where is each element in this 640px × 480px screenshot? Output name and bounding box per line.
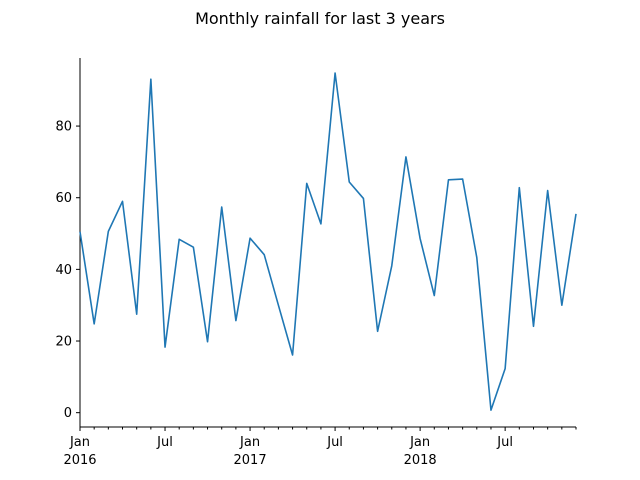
x-tick-year-label: 2018 <box>404 453 437 468</box>
y-tick-label: 20 <box>55 335 72 350</box>
x-tick-label: Jul <box>156 435 173 450</box>
y-axis-ticks: 0 20 40 60 80 <box>55 120 80 421</box>
y-tick-label: 80 <box>55 120 72 135</box>
series-group <box>79 72 577 411</box>
x-tick-year-label: 2016 <box>63 453 96 468</box>
x-axis-ticks: Jan 2016 Jul Jan 2017 Jul Jan 2018 Jul <box>63 427 577 468</box>
rainfall-line <box>79 72 577 411</box>
x-tick-label: Jan <box>409 435 430 450</box>
x-tick-label: Jul <box>496 435 513 450</box>
x-tick-label: Jan <box>239 435 260 450</box>
axes <box>79 58 576 428</box>
y-tick-label: 60 <box>55 191 72 206</box>
y-tick-label: 0 <box>64 406 72 421</box>
x-tick-label: Jul <box>326 435 343 450</box>
x-tick-year-label: 2017 <box>234 453 267 468</box>
chart-title: Monthly rainfall for last 3 years <box>195 9 445 28</box>
y-tick-label: 40 <box>55 263 72 278</box>
x-tick-label: Jan <box>69 435 90 450</box>
